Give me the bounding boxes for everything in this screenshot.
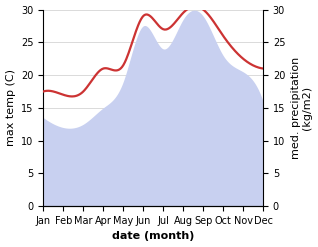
Y-axis label: med. precipitation
(kg/m2): med. precipitation (kg/m2) <box>291 57 313 159</box>
Y-axis label: max temp (C): max temp (C) <box>5 69 16 146</box>
X-axis label: date (month): date (month) <box>112 231 194 242</box>
